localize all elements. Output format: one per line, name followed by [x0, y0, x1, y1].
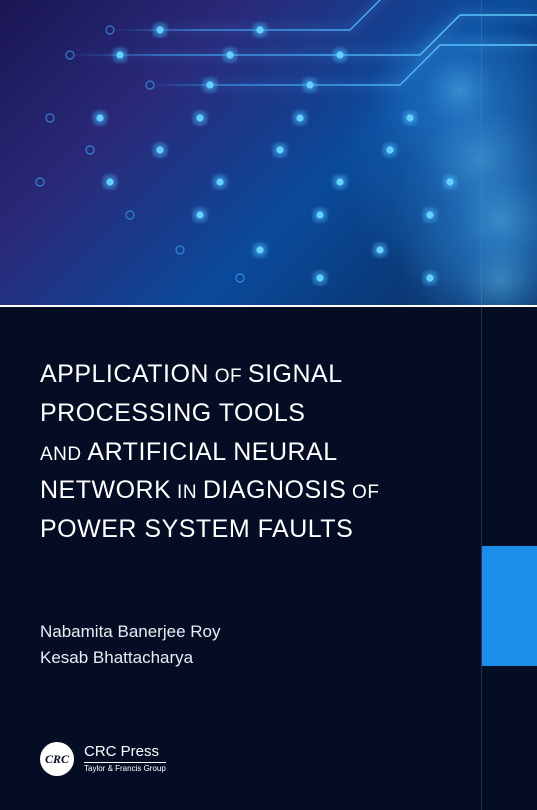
title-segment: NETWORK	[40, 476, 171, 504]
bottom-panel: APPLICATION OF SIGNAL PROCESSING TOOLS AND…	[0, 307, 537, 810]
publisher-name: CRC Press	[84, 744, 166, 761]
title-segment: SIGNAL	[248, 360, 343, 388]
title-segment: POWER SYSTEM FAULTS	[40, 515, 353, 543]
book-title: APPLICATION OF SIGNAL PROCESSING TOOLS AND…	[40, 355, 497, 549]
title-segment: ARTIFICIAL NEURAL	[87, 438, 337, 466]
circuit-svg	[0, 0, 537, 305]
title-segment: PROCESSING TOOLS	[40, 399, 305, 427]
title-segment: APPLICATION	[40, 360, 209, 388]
publisher-text: CRC Press Taylor & Francis Group	[84, 744, 166, 774]
publisher-sub: Taylor & Francis Group	[84, 762, 166, 774]
title-segment: AND	[40, 444, 87, 465]
title-segment: DIAGNOSIS	[203, 476, 346, 504]
title-segment: OF	[346, 482, 379, 503]
title-segment: IN	[171, 482, 203, 503]
vertical-rule	[481, 0, 482, 810]
book-cover: APPLICATION OF SIGNAL PROCESSING TOOLS AND…	[0, 0, 537, 810]
accent-block	[482, 546, 537, 666]
publisher-logo-text: CRC	[45, 752, 69, 767]
circuit-graphic	[0, 0, 537, 305]
author-name: Nabamita Banerjee Roy	[40, 622, 220, 641]
publisher-logo: CRC	[40, 742, 74, 776]
publisher: CRC CRC Press Taylor & Francis Group	[40, 742, 166, 776]
title-segment: OF	[209, 366, 248, 387]
authors: Nabamita Banerjee Roy Kesab Bhattacharya	[40, 619, 497, 672]
author-name: Kesab Bhattacharya	[40, 648, 193, 667]
